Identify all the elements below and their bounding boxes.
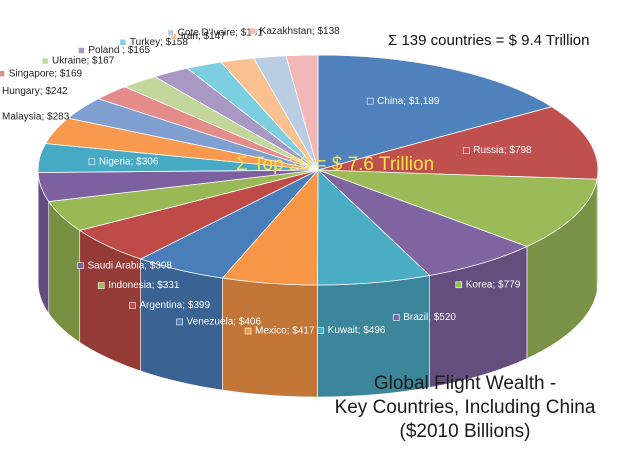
legend-marker-saudi-arabia [77, 262, 84, 269]
legend-marker-indonesia [97, 282, 105, 289]
top20-note: Σ Top 20 = $ 7.6 Trillion [236, 154, 435, 175]
data-label-venezuela: Venezuela; $406 [187, 317, 262, 328]
legend-marker-kazakhstan [249, 27, 256, 35]
legend-marker-russia [462, 147, 470, 154]
data-label-indonesia: Indonesia; $331 [108, 280, 180, 291]
pie-top-slices [37, 54, 599, 286]
total-countries-note: Σ 139 countries = $ 9.4 Trillion [388, 32, 590, 49]
chart-title: Global Flight Wealth - Key Countries, In… [305, 372, 625, 444]
legend-marker-turkey [119, 38, 127, 46]
legend-marker-china [366, 97, 374, 105]
data-label-brazil: Brazil; $520 [403, 312, 456, 323]
pie-slice-korea [317, 169, 598, 247]
pie-slice-china [317, 54, 553, 171]
data-label-mexico: Mexico; $417 [255, 326, 315, 337]
legend-marker-poland [78, 47, 85, 54]
legend-marker-nigeria [88, 158, 96, 166]
pie-slice-kazakhstan [285, 54, 319, 171]
legend-marker-brazil [392, 314, 400, 321]
data-label-kuwait: Kuwait; $496 [328, 325, 386, 336]
legend-marker-kuwait [317, 327, 324, 334]
legend-marker-korea [455, 281, 463, 289]
data-label-turkey: Turkey; $158 [130, 37, 188, 48]
data-label-iran: Iran; $147 [181, 31, 226, 42]
data-label-nigeria: Nigeria; $306 [99, 156, 159, 167]
data-label-hungary: Hungary; $242 [2, 86, 68, 97]
data-label-cote-d-ivoire: Cote D'Ivoire; $141 [178, 28, 264, 39]
data-label-argentina: Argentina; $399 [139, 300, 210, 311]
data-label-kazakhstan: Kazakhstan; $138 [260, 26, 340, 37]
pie-slice-brazil [317, 169, 529, 276]
legend-marker-cote-d-ivoire [167, 29, 174, 37]
pie-data-labels: China; $1,189 Russia; $798 Korea; $779 Braz… [0, 26, 532, 337]
data-label-poland: Poland ; $165 [88, 45, 150, 56]
legend-marker-singapore [0, 70, 5, 77]
data-label-russia: Russia; $798 [473, 145, 532, 156]
legend-marker-venezuela [176, 318, 183, 326]
chart-title-line-1: Global Flight Wealth - [373, 373, 557, 394]
pie-slice-kuwait [317, 169, 431, 286]
chart-title-line-2: Key Countries, Including China [334, 397, 596, 418]
data-label-singapore: Singapore; $169 [9, 68, 83, 79]
data-label-korea: Korea; $779 [466, 279, 521, 290]
data-label-ukraine: Ukraine; $167 [52, 56, 115, 67]
legend-marker-mexico [244, 327, 252, 335]
chart-title-line-3: ($2010 Billions) [399, 421, 531, 442]
pie-side-mexico [222, 277, 318, 398]
pie-slice-russia [317, 106, 599, 180]
data-label-saudi-arabia: Saudi Arabia; $308 [87, 260, 172, 271]
data-label-china: China; $1,189 [377, 96, 440, 107]
legend-marker-argentina [129, 302, 136, 309]
data-label-malaysia: Malaysia; $283 [2, 112, 70, 123]
legend-marker-ukraine [41, 57, 49, 65]
